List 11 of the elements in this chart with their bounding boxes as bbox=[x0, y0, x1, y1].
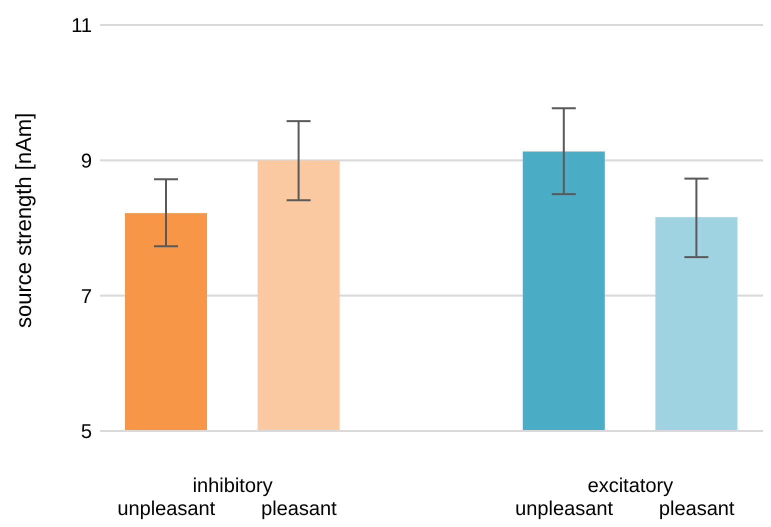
text: inhibitory bbox=[192, 475, 273, 497]
x-tick-label: pleasant bbox=[658, 498, 735, 520]
x-tick-label: pleasant bbox=[261, 498, 338, 520]
x-tick-label: unpleasant bbox=[515, 498, 614, 520]
y-tick-label: 9 bbox=[80, 150, 92, 172]
y-tick-label: 5 bbox=[80, 421, 92, 444]
y-tick-label: 11 bbox=[71, 15, 92, 38]
x-tick-label: unpleasant bbox=[117, 498, 216, 520]
y-tick-label: 7 bbox=[80, 286, 92, 308]
text: excitatory bbox=[588, 475, 674, 497]
y-axis-title: source strength [nAm] bbox=[10, 112, 36, 328]
